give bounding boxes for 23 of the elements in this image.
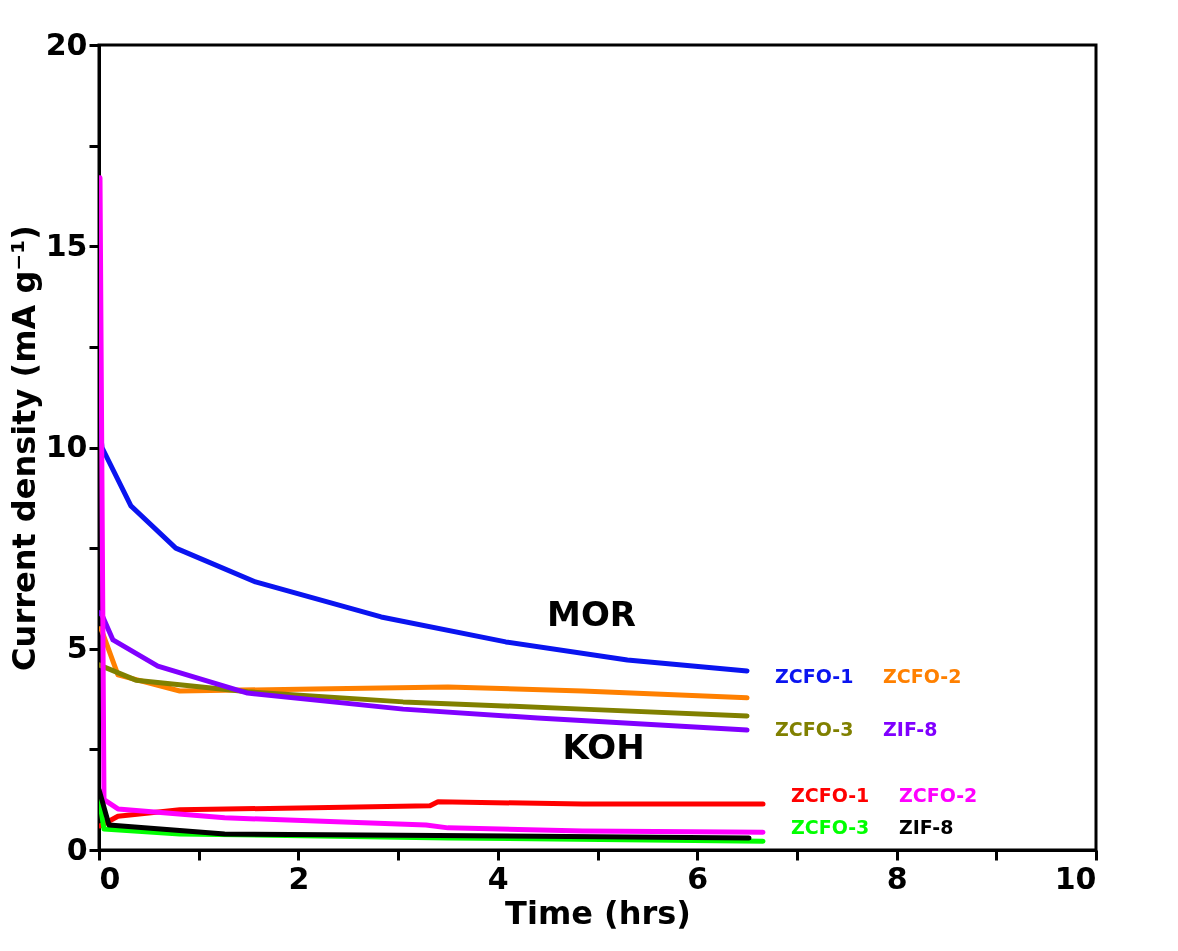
text: ZCFO-2 xyxy=(883,665,962,688)
text: ZCFO-2 xyxy=(899,784,978,806)
series-label: ZCFO-3 xyxy=(791,816,870,838)
y-tick-label: 10 xyxy=(45,429,88,464)
text: ZIF-8 xyxy=(899,816,954,838)
x-axis-title: Time (hrs) xyxy=(505,893,691,932)
x-tick-label: 6 xyxy=(687,860,709,896)
series-label: ZCFO-1 xyxy=(791,784,870,806)
y-tick-label: 0 xyxy=(66,831,88,867)
annotation: KOH xyxy=(562,727,645,768)
x-tick-label: 2 xyxy=(288,860,310,896)
y-tick-label: 20 xyxy=(45,26,88,62)
x-tick-label: 0 xyxy=(99,860,121,896)
text: ZIF-8 xyxy=(883,718,938,741)
y-axis-title: Current density (mA g⁻¹) xyxy=(4,225,43,671)
x-tick-label: 10 xyxy=(1054,860,1097,896)
x-tick-label: 4 xyxy=(487,860,509,896)
annotation: MOR xyxy=(547,593,636,634)
series-label: ZCFO-1 xyxy=(775,665,854,688)
x-tick-label: 8 xyxy=(886,860,908,896)
y-tick-label: 15 xyxy=(45,227,88,263)
y-tick-label: 5 xyxy=(66,630,88,666)
series-label: ZCFO-3 xyxy=(775,718,854,741)
